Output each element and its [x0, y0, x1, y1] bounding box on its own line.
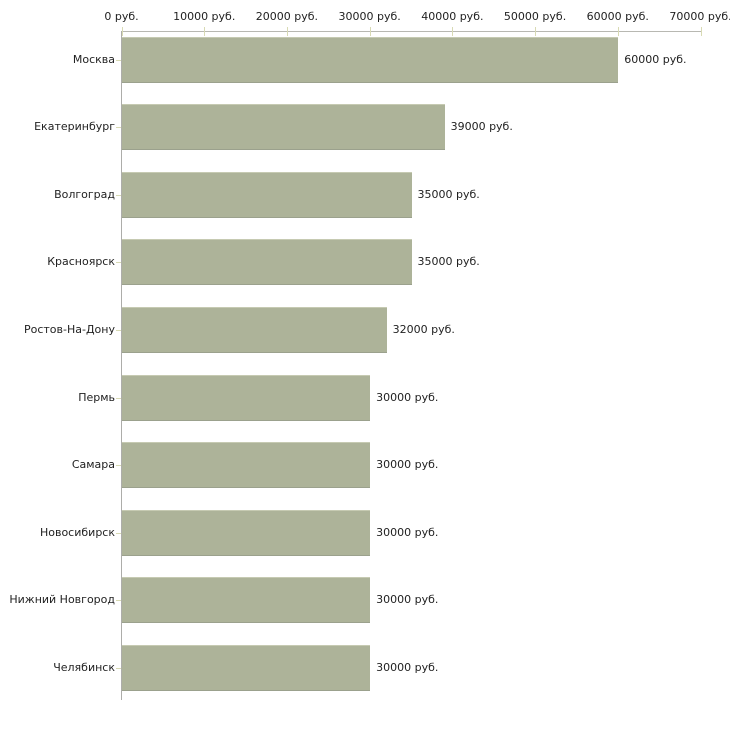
y-axis-tick-mark	[116, 194, 121, 196]
bar	[122, 509, 371, 556]
y-axis-tick-mark	[116, 397, 121, 399]
x-axis-tick-mark	[204, 27, 206, 36]
x-axis-tick-mark	[286, 27, 288, 36]
category-label: Нижний Новгород	[9, 593, 115, 607]
y-axis-tick-mark	[116, 465, 121, 467]
value-label: 30000 руб.	[376, 593, 439, 607]
bar	[122, 104, 445, 151]
y-axis-tick-mark	[116, 667, 121, 669]
x-axis-tick-mark	[700, 27, 702, 36]
value-label: 35000 руб.	[417, 255, 480, 269]
x-axis-tick-mark	[617, 27, 619, 36]
y-axis-tick-mark	[116, 262, 121, 264]
value-label: 30000 руб.	[376, 390, 439, 404]
x-axis-tick-label: 30000 руб.	[338, 10, 401, 23]
value-label: 32000 руб.	[392, 322, 455, 336]
x-axis-line	[121, 31, 701, 32]
category-label: Красноярск	[47, 255, 115, 269]
y-axis-tick-mark	[116, 127, 121, 129]
y-axis-tick-mark	[116, 59, 121, 61]
bar	[122, 442, 371, 489]
x-axis-tick-mark	[121, 27, 123, 36]
y-axis-tick-mark	[116, 600, 121, 602]
x-axis-tick-mark	[369, 27, 371, 36]
category-label: Волгоград	[54, 187, 115, 201]
category-label: Челябинск	[53, 660, 115, 674]
value-label: 35000 руб.	[417, 187, 480, 201]
bar	[122, 239, 412, 286]
y-axis-line	[121, 31, 122, 700]
x-axis-tick-label: 20000 руб.	[255, 10, 319, 23]
x-axis-tick-label: 10000 руб.	[173, 10, 236, 23]
x-axis-tick-label: 60000 руб.	[586, 10, 649, 23]
x-axis-tick-label: 70000 руб.	[669, 10, 730, 23]
y-axis-tick-mark	[116, 329, 121, 331]
bar	[122, 374, 371, 421]
y-axis-tick-mark	[116, 532, 121, 534]
bar	[122, 306, 387, 353]
category-label: Москва	[72, 52, 115, 66]
x-axis-tick-mark	[452, 27, 454, 36]
category-label: Пермь	[78, 390, 115, 404]
bar	[122, 36, 619, 83]
x-axis-tick-mark	[535, 27, 537, 36]
category-label: Новосибирск	[39, 525, 115, 539]
x-axis-tick-label: 40000 руб.	[421, 10, 484, 23]
value-label: 39000 руб.	[450, 120, 513, 134]
category-label: Екатеринбург	[34, 120, 115, 134]
bar	[122, 644, 371, 691]
x-axis-tick-label: 0 руб.	[104, 10, 139, 23]
category-label: Ростов-На-Дону	[23, 322, 115, 336]
bar	[122, 171, 412, 218]
bar	[122, 577, 371, 624]
x-axis-tick-label: 50000 руб.	[503, 10, 567, 23]
value-label: 30000 руб.	[376, 458, 439, 472]
value-label: 60000 руб.	[624, 52, 687, 66]
category-label: Самара	[71, 458, 115, 472]
value-label: 30000 руб.	[376, 525, 439, 539]
value-label: 30000 руб.	[376, 660, 439, 674]
